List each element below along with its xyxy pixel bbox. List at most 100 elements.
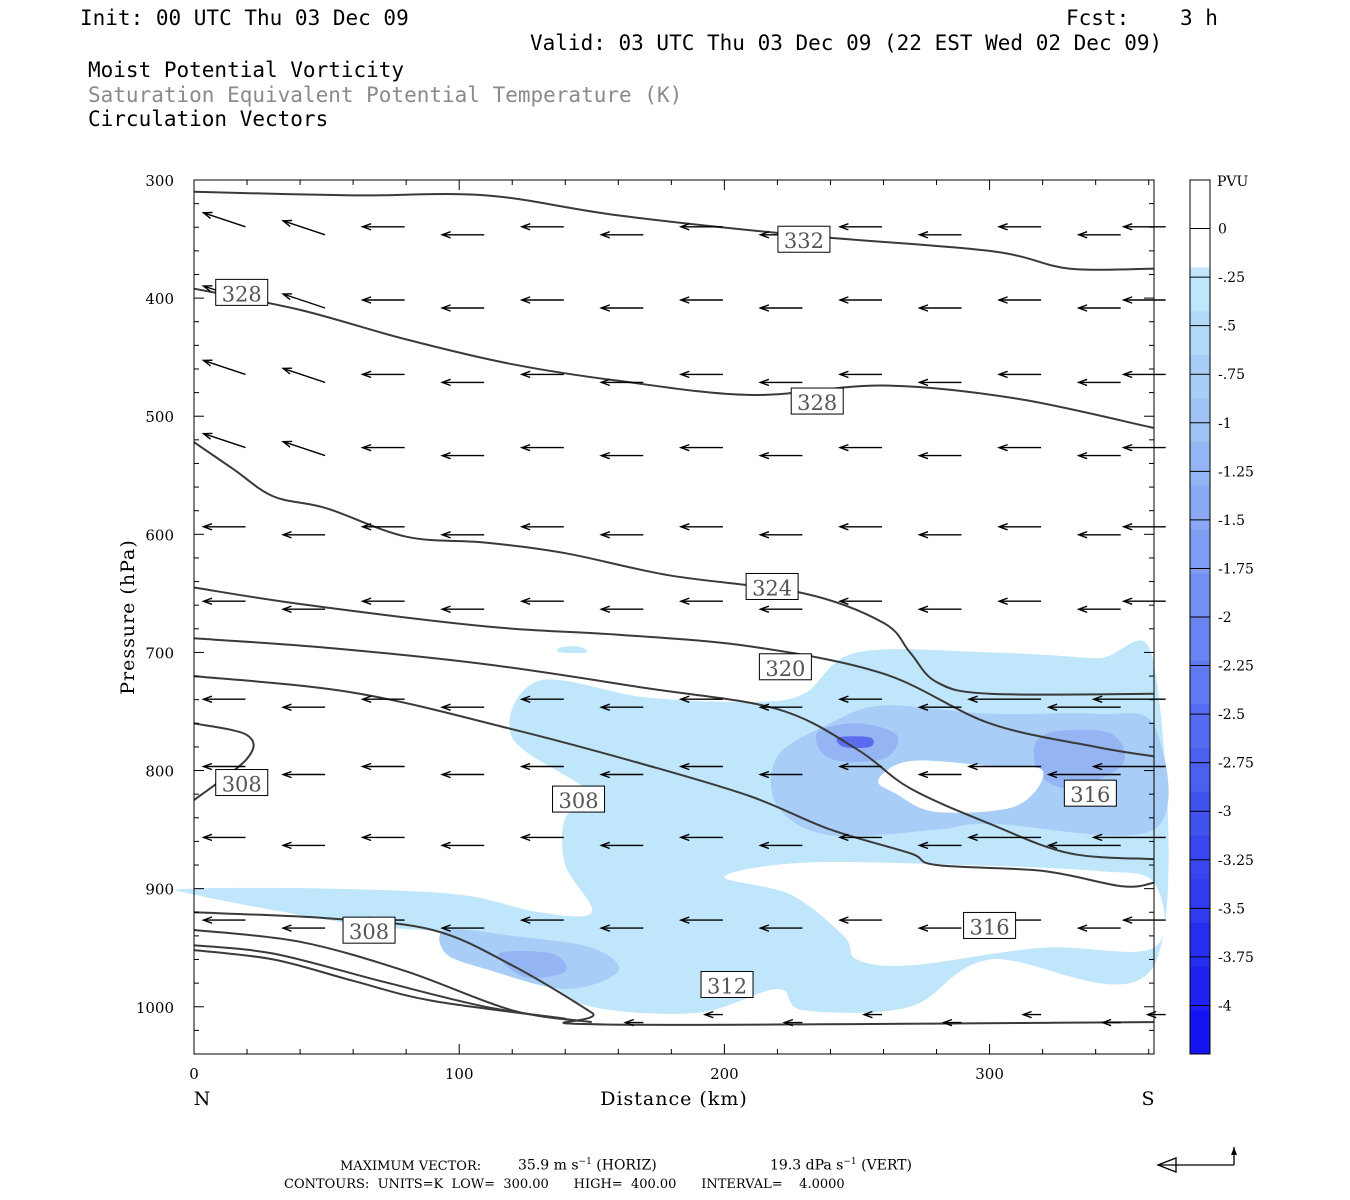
circulation-vector-head	[360, 597, 372, 605]
circulation-vector-head	[941, 1018, 953, 1027]
colorbar-segment	[1190, 442, 1210, 487]
colorbar-segment	[1190, 223, 1210, 268]
circulation-vector-head	[599, 605, 611, 613]
svg-text:328: 328	[797, 391, 837, 415]
colorbar-tick-label: -1.75	[1218, 561, 1254, 577]
colorbar-segment	[1190, 485, 1210, 531]
circulation-vector-head	[440, 924, 451, 932]
circulation-vector-head	[837, 597, 849, 605]
circulation-vector-head	[997, 523, 1008, 531]
circulation-vector-head	[837, 695, 849, 703]
circulation-vector-head	[599, 841, 611, 850]
circulation-vector-head	[360, 443, 372, 452]
circulation-vector-head	[917, 531, 929, 539]
svg-text:320: 320	[765, 657, 805, 681]
circulation-vector-head	[440, 378, 451, 387]
y-tick-label: 900	[145, 881, 174, 899]
circulation-vector-head	[1121, 223, 1133, 231]
circulation-vector	[282, 220, 326, 236]
colorbar-segment	[1190, 354, 1210, 399]
circulation-vector-head	[678, 523, 690, 531]
circulation-vector-head	[519, 443, 531, 452]
colorbar-tick-label: -1.5	[1218, 513, 1245, 529]
colorbar-segment	[1190, 922, 1210, 968]
circulation-vector-head	[758, 304, 770, 312]
circulation-vector-head	[1076, 531, 1088, 539]
contour-label: 308	[342, 916, 396, 944]
x-tick-label: 100	[445, 1065, 474, 1083]
contour-label-layer: 332 328 328 324 320 316 316 312 308 308 308	[215, 225, 1117, 998]
init-time: Init: 00 UTC Thu 03 Dec 09	[80, 6, 409, 30]
circulation-vector-head	[201, 762, 213, 771]
circulation-vector-head	[201, 285, 213, 293]
circulation-vector-head	[1076, 451, 1088, 460]
circulation-vector-head	[1046, 841, 1058, 850]
circulation-vector-head	[519, 523, 531, 531]
circulation-vector-head	[1046, 770, 1058, 779]
circulation-vector-head	[281, 770, 292, 779]
svg-text:316: 316	[970, 915, 1010, 939]
colorbar-segment	[1190, 1010, 1210, 1055]
circulation-vector-head	[917, 924, 929, 932]
circulation-vector-head	[1091, 833, 1103, 842]
colorbar-tick-label: -4	[1218, 998, 1232, 1014]
theta-es-contour-324	[193, 441, 1155, 696]
circulation-vector-head	[1121, 523, 1133, 531]
circulation-vector-head	[623, 1018, 635, 1027]
circulation-vector	[282, 293, 326, 309]
circulation-vector-head	[917, 841, 929, 850]
circulation-vector-head	[837, 296, 849, 304]
pressure-axis: 300 400 500 600 700 800 900 1000	[136, 172, 1154, 1055]
circulation-vector-head	[678, 916, 690, 924]
circulation-vector-head	[1076, 924, 1088, 932]
pv-colorbar: 0 -.25 -.5 -.75 -1 -1.25 -1.5 -1.75 -2 -2.25 -2.5 -…	[1189, 179, 1254, 1055]
circulation-vector-head	[519, 762, 531, 771]
circulation-vector-head	[281, 367, 293, 375]
max-horiz-vector: 35.9 m s−1 (HORIZ)	[518, 1157, 657, 1174]
x-axis-label: Distance (km)	[600, 1088, 748, 1110]
circulation-vector-head	[758, 451, 770, 460]
y-tick-label: 1000	[136, 999, 174, 1017]
pv-shading-layer	[175, 640, 1169, 1014]
circulation-vector-head	[758, 770, 770, 779]
circulation-vector-head	[758, 231, 770, 239]
circulation-vector-head	[917, 451, 929, 460]
circulation-vector-head	[281, 841, 292, 850]
circulation-vector	[203, 432, 246, 449]
circulation-vector-head	[837, 370, 849, 379]
circulation-vector-head	[201, 916, 213, 924]
circulation-vector-head	[440, 451, 451, 460]
x-end-label-north: N	[194, 1088, 211, 1110]
contour-label: 308	[552, 785, 606, 813]
valid-time: Valid: 03 UTC Thu 03 Dec 09 (22 EST Wed …	[530, 31, 1163, 55]
circulation-vector-head	[678, 695, 690, 703]
pv-shaded-region	[1033, 729, 1125, 789]
reference-vector	[1156, 1147, 1237, 1173]
y-tick-label: 500	[145, 408, 174, 426]
circulation-vector-head	[519, 916, 531, 924]
circulation-vector-head	[201, 359, 213, 367]
field-title-vectors: Circulation Vectors	[88, 107, 329, 131]
circulation-vector-head	[1021, 1010, 1032, 1019]
circulation-vector-head	[201, 432, 213, 440]
x-end-label-south: S	[1141, 1088, 1154, 1110]
circulation-vector-head	[997, 296, 1008, 304]
contour-label: 324	[745, 572, 799, 600]
circulation-vector-head	[1121, 916, 1133, 924]
circulation-vector-head	[997, 370, 1008, 379]
colorbar-segment	[1190, 529, 1210, 574]
colorbar-tick-label: -2.75	[1218, 756, 1254, 772]
circulation-vector-head	[599, 924, 611, 932]
circulation-vector-head	[281, 924, 292, 932]
circulation-vector-head	[967, 695, 978, 703]
circulation-vector-head	[1091, 695, 1103, 703]
circulation-vector-head	[758, 924, 770, 932]
circulation-vector-head	[360, 370, 372, 379]
colorbar-tick-label: -2.25	[1218, 659, 1254, 675]
circulation-vector-head	[678, 443, 690, 452]
circulation-vector-head	[782, 1018, 794, 1027]
circulation-vector-layer	[201, 211, 1166, 1027]
svg-text:328: 328	[222, 282, 262, 306]
circulation-vector-head	[519, 833, 531, 842]
contour-info: CONTOURS: UNITS=K LOW= 300.00 HIGH= 400.…	[284, 1177, 845, 1192]
